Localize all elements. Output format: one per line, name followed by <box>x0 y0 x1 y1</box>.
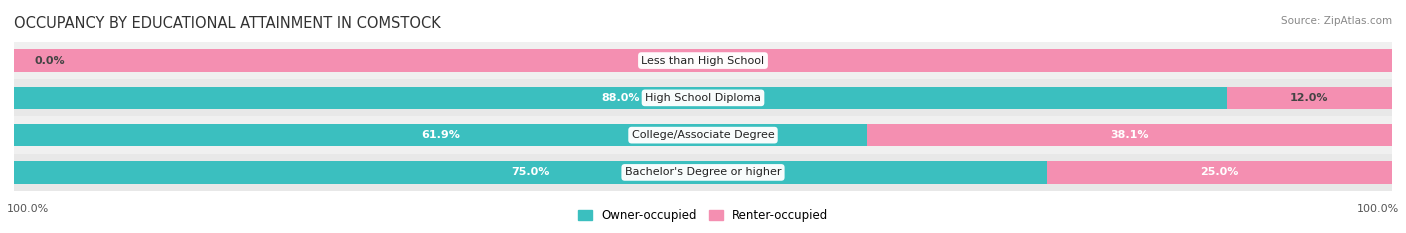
Bar <box>14 79 1392 116</box>
Text: 100.0%: 100.0% <box>681 56 725 65</box>
Bar <box>14 116 1392 154</box>
Bar <box>14 154 1392 191</box>
Text: Bachelor's Degree or higher: Bachelor's Degree or higher <box>624 168 782 177</box>
Bar <box>14 49 1392 72</box>
Text: 0.0%: 0.0% <box>35 56 65 65</box>
Text: Source: ZipAtlas.com: Source: ZipAtlas.com <box>1281 16 1392 26</box>
Text: College/Associate Degree: College/Associate Degree <box>631 130 775 140</box>
Text: 38.1%: 38.1% <box>1111 130 1149 140</box>
Text: 25.0%: 25.0% <box>1201 168 1239 177</box>
Text: 88.0%: 88.0% <box>602 93 640 103</box>
Bar <box>14 161 1047 184</box>
Text: 100.0%: 100.0% <box>1357 204 1399 214</box>
Text: OCCUPANCY BY EDUCATIONAL ATTAINMENT IN COMSTOCK: OCCUPANCY BY EDUCATIONAL ATTAINMENT IN C… <box>14 16 441 31</box>
Text: 12.0%: 12.0% <box>1291 93 1329 103</box>
Text: Less than High School: Less than High School <box>641 56 765 65</box>
Text: 100.0%: 100.0% <box>7 204 49 214</box>
Bar <box>14 42 1392 79</box>
Bar <box>14 87 1226 109</box>
Legend: Owner-occupied, Renter-occupied: Owner-occupied, Renter-occupied <box>572 205 834 227</box>
Text: 75.0%: 75.0% <box>512 168 550 177</box>
Text: High School Diploma: High School Diploma <box>645 93 761 103</box>
Bar <box>1047 161 1392 184</box>
Text: 61.9%: 61.9% <box>420 130 460 140</box>
Bar <box>1226 87 1392 109</box>
Bar <box>14 124 868 146</box>
Bar <box>868 124 1392 146</box>
